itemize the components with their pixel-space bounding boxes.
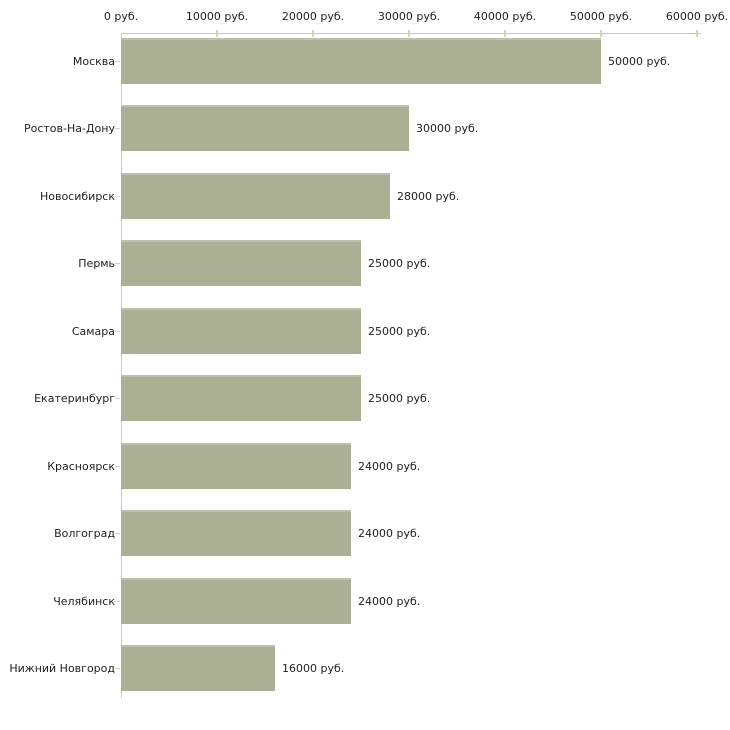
value-label: 25000 руб. [368, 324, 431, 338]
value-label: 24000 руб. [358, 526, 421, 540]
category-label: Пермь [78, 256, 115, 270]
y-axis-tick [115, 195, 120, 197]
x-axis-tick [696, 30, 698, 37]
bar [121, 308, 361, 354]
x-axis-tick [600, 30, 602, 37]
category-label: Екатеринбург [34, 391, 115, 405]
x-axis-tick-label: 40000 руб. [473, 10, 537, 23]
category-label: Красноярск [47, 459, 115, 473]
category-label: Москва [72, 54, 115, 68]
x-axis-tick-label: 30000 руб. [377, 10, 441, 23]
value-label: 50000 руб. [608, 54, 671, 68]
value-label: 24000 руб. [358, 594, 421, 608]
bar [121, 578, 351, 624]
bar [121, 173, 390, 219]
chart-row: Красноярск 24000 руб. [0, 443, 420, 489]
bar [121, 510, 351, 556]
value-label: 30000 руб. [416, 121, 479, 135]
x-axis-tick [408, 30, 410, 37]
category-label: Новосибирск [39, 189, 115, 203]
chart-row: Москва 50000 руб. [0, 38, 670, 84]
x-axis-tick-label: 60000 руб. [665, 10, 729, 23]
x-axis-tick-label: 0 руб. [103, 10, 139, 23]
y-axis-tick [115, 667, 120, 669]
x-axis-tick [216, 30, 218, 37]
value-label: 25000 руб. [368, 391, 431, 405]
chart-row: Ростов-На-Дону 30000 руб. [0, 105, 478, 151]
y-axis-tick [115, 60, 120, 62]
chart-row: Волгоград 24000 руб. [0, 510, 420, 556]
chart-row: Екатеринбург 25000 руб. [0, 375, 430, 421]
chart-row: Самара 25000 руб. [0, 308, 430, 354]
value-label: 28000 руб. [397, 189, 460, 203]
chart-row: Новосибирск 28000 руб. [0, 173, 459, 219]
bar [121, 105, 409, 151]
y-axis-tick [115, 465, 120, 467]
y-axis-tick [115, 532, 120, 534]
x-axis-line [121, 33, 701, 34]
bar [121, 38, 601, 84]
value-label: 25000 руб. [368, 256, 431, 270]
y-axis-line [121, 33, 122, 698]
category-label: Нижний Новгород [9, 661, 115, 675]
bar [121, 645, 275, 691]
y-axis-tick [115, 600, 120, 602]
x-axis-tick-label: 20000 руб. [281, 10, 345, 23]
x-axis-tick-label: 10000 руб. [185, 10, 249, 23]
chart-row: Пермь 25000 руб. [0, 240, 430, 286]
chart-row: Челябинск 24000 руб. [0, 578, 420, 624]
chart-row: Нижний Новгород 16000 руб. [0, 645, 344, 691]
bar [121, 443, 351, 489]
x-axis-tick [504, 30, 506, 37]
x-axis-tick [312, 30, 314, 37]
bar [121, 240, 361, 286]
category-label: Ростов-На-Дону [23, 121, 115, 135]
y-axis-tick [115, 330, 120, 332]
category-label: Самара [71, 324, 115, 338]
y-axis-tick [115, 397, 120, 399]
category-label: Челябинск [53, 594, 115, 608]
x-axis-tick-label: 50000 руб. [569, 10, 633, 23]
category-label: Волгоград [54, 526, 115, 540]
y-axis-tick [115, 262, 120, 264]
bar [121, 375, 361, 421]
y-axis-tick [115, 127, 120, 129]
value-label: 16000 руб. [282, 661, 345, 675]
value-label: 24000 руб. [358, 459, 421, 473]
